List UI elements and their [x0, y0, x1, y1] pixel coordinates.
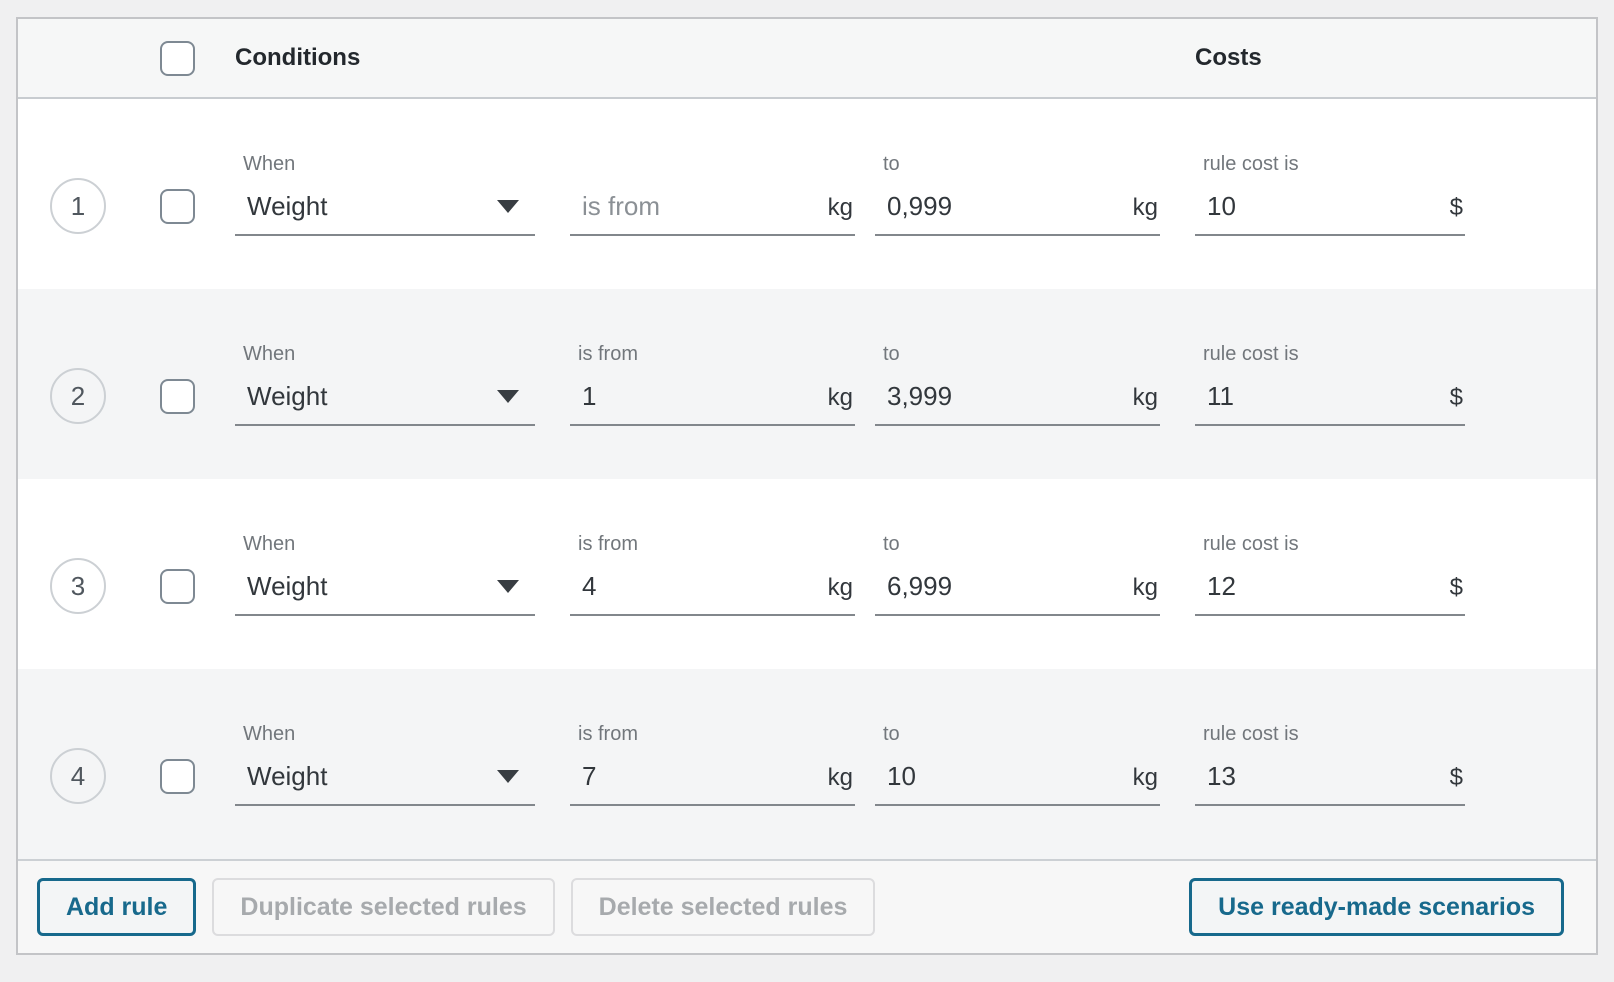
currency-suffix: $: [1449, 764, 1463, 791]
condition-select-value: Weight: [247, 381, 328, 411]
condition-select-value: Weight: [247, 571, 328, 601]
from-field: is from kg: [570, 342, 855, 426]
to-field: to kg: [875, 342, 1160, 426]
row-checkbox[interactable]: [160, 568, 195, 604]
use-scenarios-button[interactable]: Use ready-made scenarios: [1189, 878, 1564, 936]
duplicate-rules-button[interactable]: Duplicate selected rules: [212, 878, 555, 936]
row-number-badge: 3: [50, 558, 106, 614]
cost-input[interactable]: [1207, 761, 1442, 792]
to-label: to: [883, 153, 900, 175]
delete-rules-button[interactable]: Delete selected rules: [570, 878, 876, 936]
row-number-badge: 1: [50, 178, 106, 234]
from-label: is from: [578, 723, 638, 745]
rule-row: 3 When Weight is from kg to kg rule cost…: [18, 479, 1596, 669]
when-label: When: [243, 343, 296, 365]
condition-select-value: Weight: [247, 191, 328, 221]
from-label: is from: [578, 533, 638, 555]
conditions-column-header: Conditions: [235, 44, 361, 71]
cost-field: rule cost is $: [1195, 152, 1465, 236]
from-field: is from kg: [570, 532, 855, 616]
rule-cost-label: rule cost is: [1203, 533, 1299, 555]
currency-suffix: $: [1449, 574, 1463, 601]
to-field: to kg: [875, 532, 1160, 616]
shipping-rules-table: Conditions Costs 1 When Weight kg to kg: [16, 17, 1598, 955]
currency-suffix: $: [1449, 194, 1463, 221]
rule-row: 4 When Weight is from kg to kg rule cost…: [18, 669, 1596, 859]
rule-row: 2 When Weight is from kg to kg rule cost…: [18, 289, 1596, 479]
from-input[interactable]: [582, 381, 820, 412]
to-label: to: [883, 343, 900, 365]
cost-field: rule cost is $: [1195, 532, 1465, 616]
condition-select[interactable]: Weight: [235, 381, 535, 426]
from-input[interactable]: [582, 571, 820, 602]
condition-select[interactable]: Weight: [235, 191, 535, 236]
condition-select[interactable]: Weight: [235, 571, 535, 616]
rule-row: 1 When Weight kg to kg rule cost is: [18, 99, 1596, 289]
condition-select-value: Weight: [247, 761, 328, 791]
kg-suffix: kg: [827, 384, 853, 411]
when-label: When: [243, 723, 296, 745]
cost-input[interactable]: [1207, 381, 1442, 412]
table-footer: Add rule Duplicate selected rules Delete…: [18, 859, 1596, 953]
row-checkbox[interactable]: [160, 758, 195, 794]
currency-suffix: $: [1449, 384, 1463, 411]
kg-suffix: kg: [1132, 764, 1158, 791]
rule-cost-label: rule cost is: [1203, 343, 1299, 365]
condition-field: When Weight: [235, 342, 535, 426]
from-input[interactable]: [582, 761, 820, 792]
to-input[interactable]: [887, 761, 1125, 792]
when-label: When: [243, 533, 296, 555]
from-field: kg: [570, 152, 855, 236]
kg-suffix: kg: [827, 194, 853, 221]
cost-input[interactable]: [1207, 191, 1442, 222]
kg-suffix: kg: [1132, 194, 1158, 221]
add-rule-button[interactable]: Add rule: [37, 878, 197, 936]
kg-suffix: kg: [1132, 384, 1158, 411]
cost-input[interactable]: [1207, 571, 1442, 602]
from-input[interactable]: [582, 191, 820, 222]
select-all-checkbox[interactable]: [160, 40, 195, 76]
costs-column-header: Costs: [1195, 44, 1262, 71]
to-field: to kg: [875, 152, 1160, 236]
condition-field: When Weight: [235, 532, 535, 616]
kg-suffix: kg: [827, 764, 853, 791]
table-header: Conditions Costs: [18, 19, 1596, 99]
rule-cost-label: rule cost is: [1203, 723, 1299, 745]
row-checkbox[interactable]: [160, 188, 195, 224]
kg-suffix: kg: [1132, 574, 1158, 601]
row-number-badge: 4: [50, 748, 106, 804]
when-label: When: [243, 153, 296, 175]
to-label: to: [883, 533, 900, 555]
from-field: is from kg: [570, 722, 855, 806]
cost-field: rule cost is $: [1195, 342, 1465, 426]
kg-suffix: kg: [827, 574, 853, 601]
to-input[interactable]: [887, 571, 1125, 602]
to-label: to: [883, 723, 900, 745]
chevron-down-icon: [497, 770, 519, 783]
row-checkbox[interactable]: [160, 378, 195, 414]
to-input[interactable]: [887, 191, 1125, 222]
to-input[interactable]: [887, 381, 1125, 412]
condition-select[interactable]: Weight: [235, 761, 535, 806]
condition-field: When Weight: [235, 152, 535, 236]
row-number-badge: 2: [50, 368, 106, 424]
rule-cost-label: rule cost is: [1203, 153, 1299, 175]
condition-field: When Weight: [235, 722, 535, 806]
chevron-down-icon: [497, 580, 519, 593]
chevron-down-icon: [497, 200, 519, 213]
to-field: to kg: [875, 722, 1160, 806]
cost-field: rule cost is $: [1195, 722, 1465, 806]
chevron-down-icon: [497, 390, 519, 403]
from-label: is from: [578, 343, 638, 365]
from-label: [570, 152, 855, 177]
